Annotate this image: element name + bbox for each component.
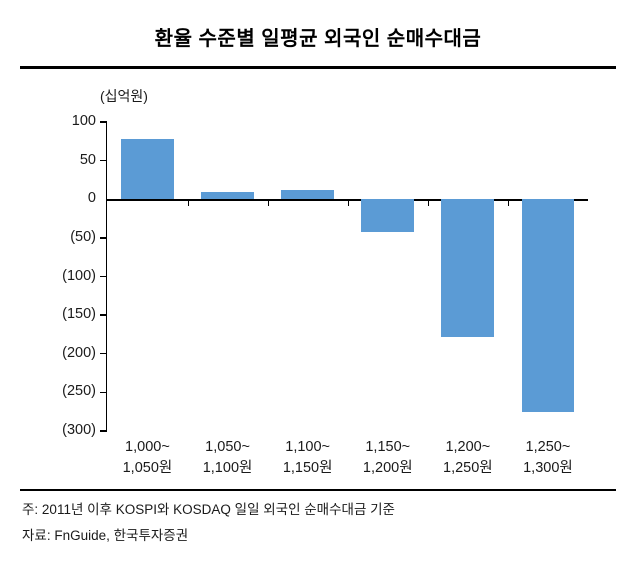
x-axis-tick xyxy=(427,199,430,206)
footnote-note: 주: 2011년 이후 KOSPI와 KOSDAQ 일일 외국인 순매수대금 기… xyxy=(22,502,395,517)
x-axis-tick-label: 1,200~ 1,250원 xyxy=(443,439,493,476)
y-axis-tick-label: (100) xyxy=(62,267,96,284)
x-axis-zero-line xyxy=(106,199,588,201)
x-axis-tick-label: 1,000~ 1,050원 xyxy=(122,439,173,476)
footnote-source: 자료: FnGuide, 한국투자증권 xyxy=(22,528,189,543)
y-axis-tick xyxy=(100,159,107,162)
y-axis-tick-label: (50) xyxy=(70,228,96,245)
x-axis-tick-label: 1,050~ 1,100원 xyxy=(202,439,253,476)
y-axis-tick-label: 50 xyxy=(79,151,96,168)
x-axis-tick-label: 1,150~ 1,200원 xyxy=(362,439,413,476)
y-axis-tick xyxy=(100,237,107,239)
bar[interactable] xyxy=(521,199,575,412)
y-axis-tick xyxy=(100,391,107,394)
y-axis-tick xyxy=(100,275,107,278)
x-axis-tick-label: 1,100~ 1,150원 xyxy=(282,439,333,476)
title-divider xyxy=(20,66,616,69)
y-axis-unit-label: (십억원) xyxy=(100,88,148,104)
footer-divider xyxy=(20,489,616,492)
y-axis-tick-label: (250) xyxy=(62,383,96,400)
y-axis-tick-label: (300) xyxy=(62,422,96,438)
bar[interactable] xyxy=(281,189,335,200)
y-axis-tick xyxy=(100,121,107,123)
bar[interactable] xyxy=(121,138,174,200)
bar[interactable] xyxy=(361,199,415,233)
y-axis-tick-label: 0 xyxy=(87,190,96,207)
x-axis-tick xyxy=(347,199,350,206)
y-axis-tick-label: (150) xyxy=(62,306,96,323)
bar[interactable] xyxy=(201,192,254,200)
y-axis-tick-label: 100 xyxy=(71,113,96,129)
y-axis-tick xyxy=(100,314,107,316)
y-axis-tick-label: (200) xyxy=(62,344,96,361)
x-axis-tick-label: 1,250~ 1,300원 xyxy=(523,439,573,476)
bar[interactable] xyxy=(441,199,495,337)
y-axis-tick xyxy=(100,430,107,432)
x-axis-tick xyxy=(267,199,269,206)
x-axis-tick xyxy=(187,199,189,206)
y-axis-tick xyxy=(100,353,107,355)
page-title: 환율 수준별 일평균 외국인 순매수대금 xyxy=(154,28,482,50)
x-axis-tick xyxy=(507,199,510,206)
